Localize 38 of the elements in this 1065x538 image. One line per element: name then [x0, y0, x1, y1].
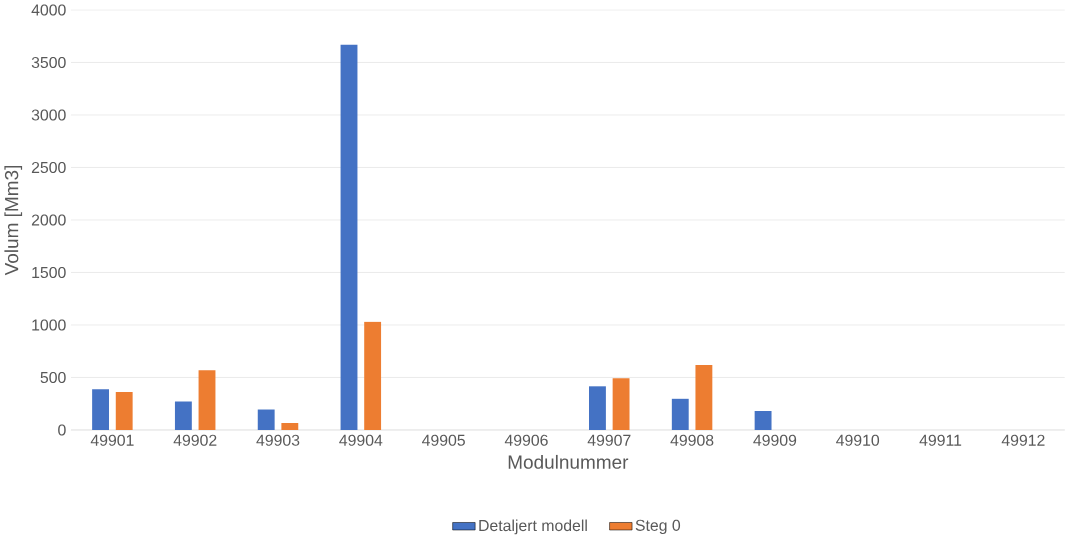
bar: [115, 391, 133, 430]
bar: [754, 410, 772, 430]
x-tick-label: 49903: [256, 434, 300, 446]
y-tick-label: 0: [58, 424, 66, 436]
y-tick-label: 1000: [32, 319, 66, 331]
y-tick-label: 4000: [31, 4, 66, 16]
bar: [612, 378, 630, 430]
legend-label: Detaljert modell: [479, 519, 587, 535]
x-tick-label: 49910: [836, 434, 880, 446]
bar: [589, 386, 606, 430]
bar: [257, 409, 275, 430]
x-tick-label: 49906: [504, 434, 548, 446]
bar: [695, 364, 713, 430]
bar: [364, 321, 382, 430]
y-tick-label: 2500: [31, 161, 66, 173]
bar: [281, 422, 299, 430]
y-tick-label: 1500: [32, 266, 66, 278]
y-tick-label: 2000: [31, 214, 66, 226]
x-tick-label: 49908: [670, 434, 714, 446]
bar: [671, 398, 689, 430]
x-tick-label: 49901: [90, 434, 134, 446]
x-tick-label: 49902: [173, 434, 217, 446]
x-tick-label: 49909: [753, 434, 797, 446]
y-tick-label: 3000: [31, 109, 66, 121]
y-tick-label: 500: [40, 371, 66, 383]
legend-label: Steg 0: [635, 519, 681, 534]
bar: [198, 370, 216, 430]
x-axis-title: Modulnummer: [508, 454, 629, 469]
bar: [174, 401, 192, 430]
bar: [92, 389, 109, 430]
x-tick-label: 49911: [919, 434, 962, 446]
y-tick-label: 3500: [31, 56, 66, 68]
x-tick-label: 49907: [587, 434, 631, 446]
x-tick-label: 49905: [422, 434, 465, 446]
x-tick-label: 49912: [1001, 434, 1045, 446]
x-tick-label: 49904: [339, 434, 383, 446]
bar: [340, 44, 358, 430]
y-axis-title: Volum [Mm3]: [4, 165, 23, 276]
